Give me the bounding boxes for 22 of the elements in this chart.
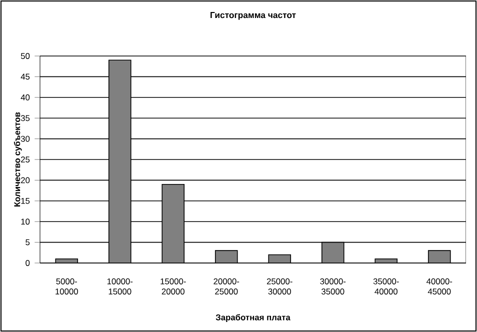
chart-title: Гистограмма частот	[210, 12, 296, 20]
x-tick-label: 40000-45000	[426, 278, 452, 294]
y-tick-label: 45	[20, 74, 30, 80]
x-tick-label: 5000-10000	[56, 278, 78, 294]
x-tick-label: 20000-25000	[214, 278, 240, 294]
y-tick-label: 15	[21, 198, 30, 204]
y-tick-label: 10	[21, 218, 30, 225]
y-tick-label: 20	[21, 177, 30, 184]
y-tick-label: 40	[20, 94, 30, 100]
x-tick-label: 10000-15000	[107, 278, 133, 294]
y-tick-label: 0	[26, 260, 30, 266]
x-tick-label: 30000-35000	[320, 278, 346, 294]
y-axis-title: Количество субъектов	[14, 112, 22, 206]
x-axis-title: Заработная плата	[216, 314, 290, 322]
y-tick-label: 25	[21, 156, 30, 162]
y-tick-label: 35	[20, 115, 30, 122]
x-tick-label: 25000-30000	[266, 278, 292, 294]
y-tick-label: 50	[20, 53, 30, 59]
y-tick-label: 5	[26, 239, 30, 246]
y-tick-label: 30	[20, 136, 30, 142]
x-tick-label: 35000-40000	[373, 278, 399, 294]
x-tick-label: 15000-20000	[160, 278, 186, 294]
